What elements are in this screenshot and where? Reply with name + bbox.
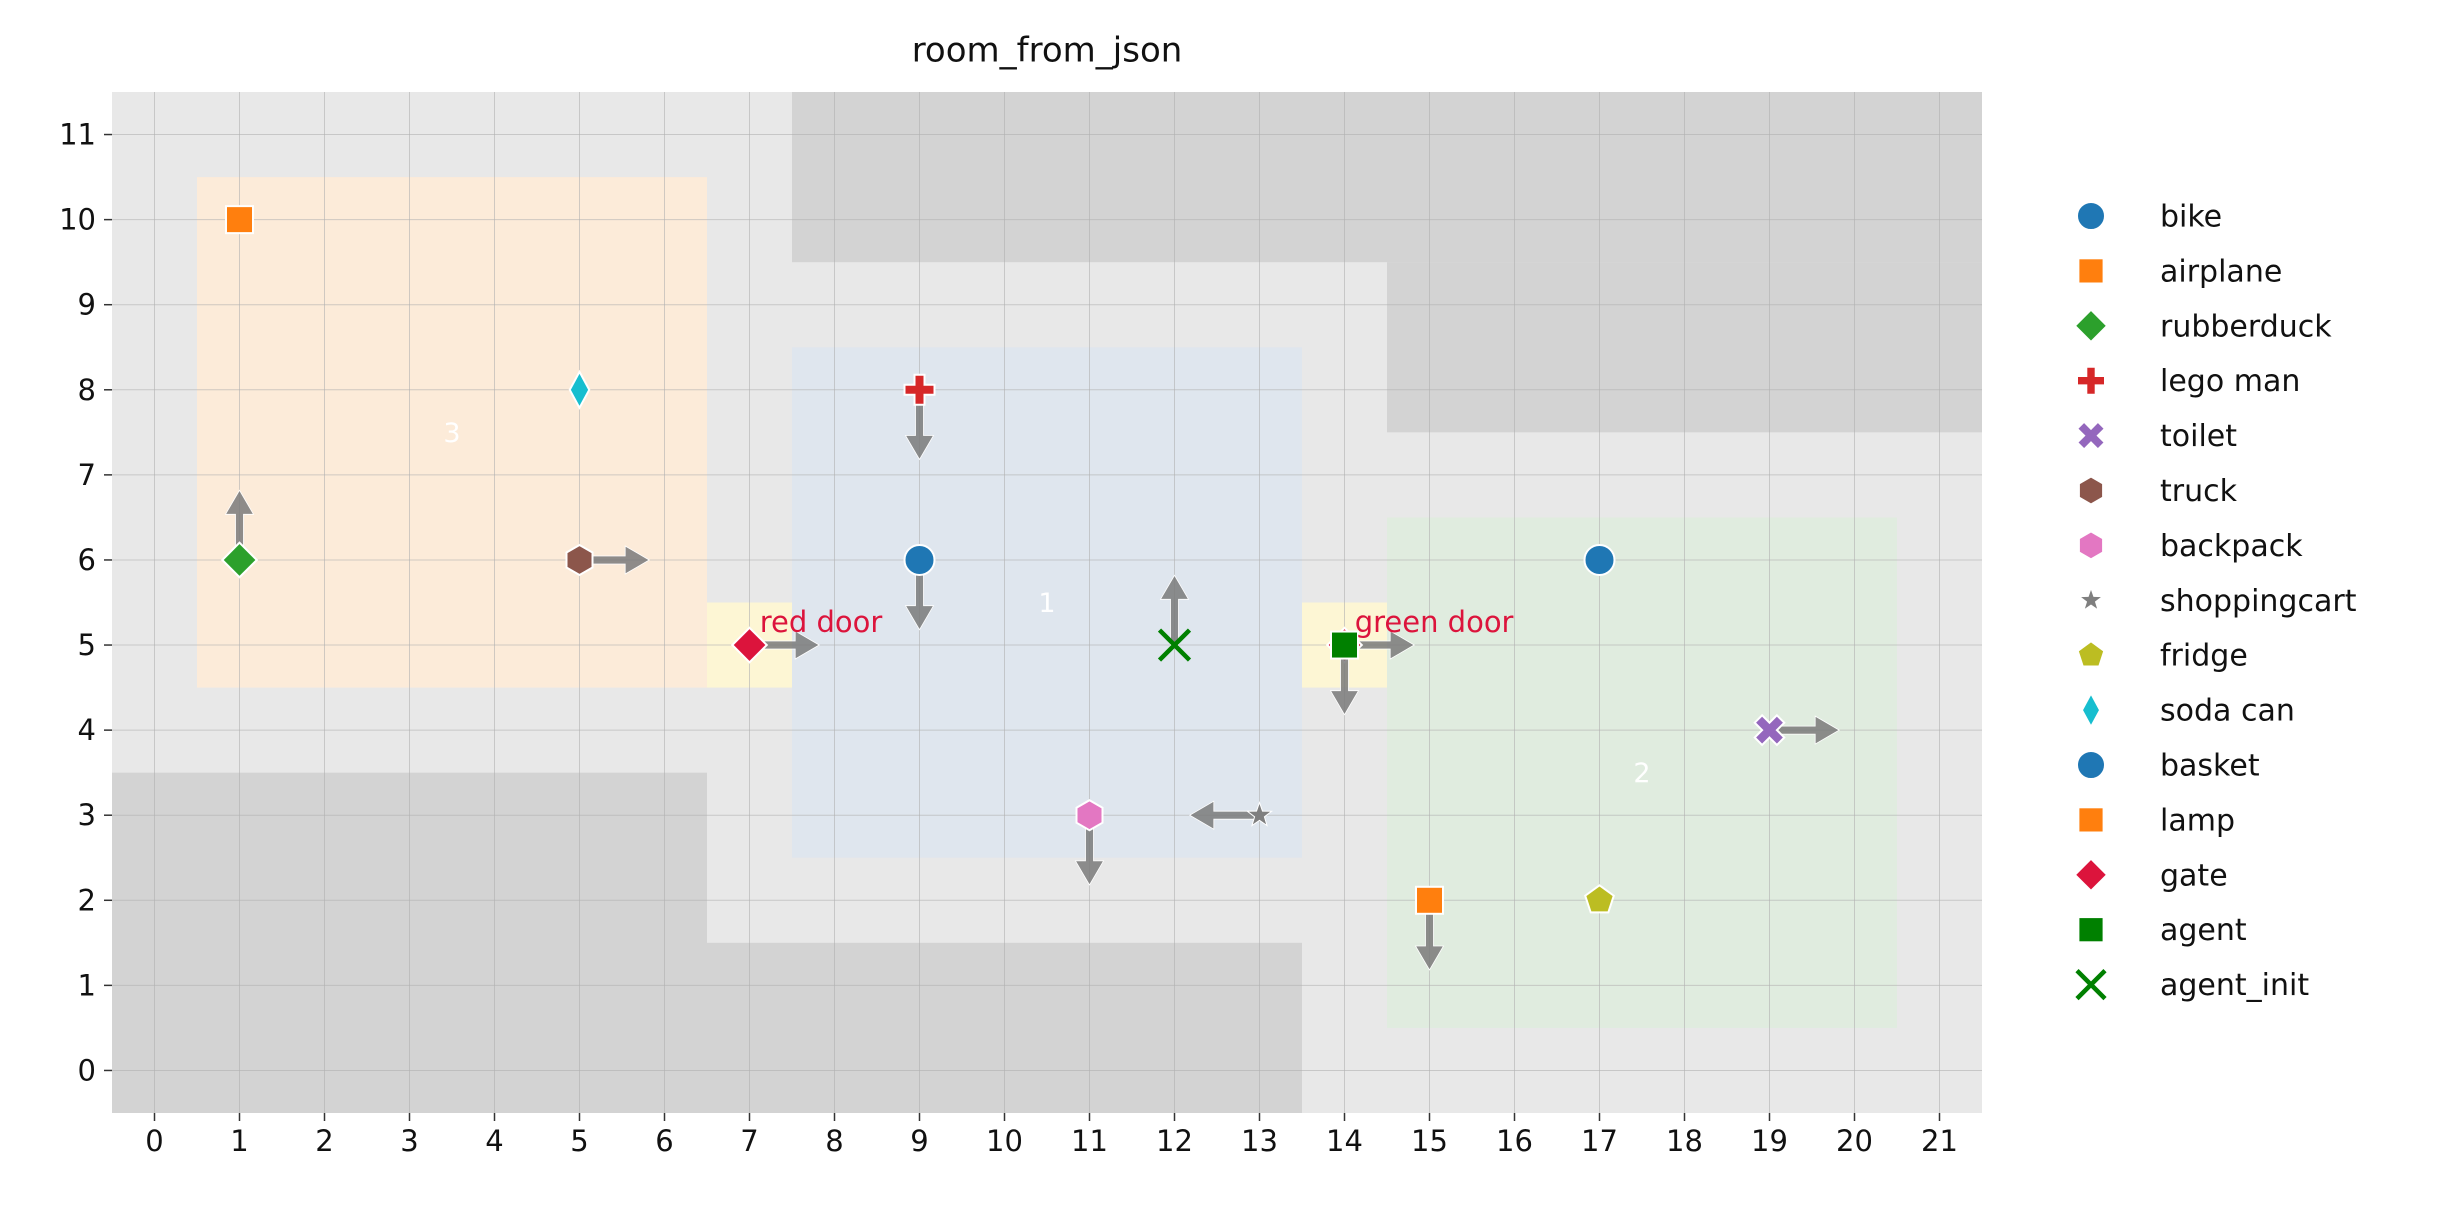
x-tick-label: 2 bbox=[315, 1124, 333, 1158]
legend-marker bbox=[2080, 691, 2102, 729]
legend-marker bbox=[2077, 257, 2105, 285]
legend-label: airplane bbox=[2160, 254, 2282, 289]
x-tick-label: 10 bbox=[986, 1124, 1023, 1158]
point bbox=[1245, 800, 1274, 827]
y-tick-label: 3 bbox=[78, 798, 96, 832]
x-tick-label: 6 bbox=[655, 1124, 673, 1158]
point bbox=[903, 543, 936, 576]
x-tick-label: 18 bbox=[1666, 1124, 1703, 1158]
point bbox=[1584, 884, 1615, 914]
x-tick-label: 15 bbox=[1411, 1124, 1448, 1158]
legend-marker bbox=[2077, 530, 2105, 561]
direction-arrow bbox=[1189, 800, 1260, 830]
x-tick-label: 7 bbox=[740, 1124, 758, 1158]
legend-marker bbox=[2075, 420, 2107, 451]
door-label: green door bbox=[1355, 605, 1514, 639]
y-tick-label: 11 bbox=[59, 118, 96, 152]
x-tick-label: 14 bbox=[1326, 1124, 1363, 1158]
x-tick-label: 16 bbox=[1496, 1124, 1533, 1158]
point bbox=[1157, 628, 1192, 662]
room-label: 3 bbox=[443, 418, 460, 449]
legend-label: truck bbox=[2160, 474, 2238, 509]
x-tick-label: 12 bbox=[1156, 1124, 1193, 1158]
legend-label: lego man bbox=[2160, 364, 2300, 399]
legend-marker bbox=[2077, 475, 2105, 506]
legend-label: soda can bbox=[2160, 694, 2295, 729]
legend-label: backpack bbox=[2160, 529, 2303, 564]
x-tick-label: 19 bbox=[1751, 1124, 1788, 1158]
legend-marker bbox=[2073, 308, 2109, 344]
x-tick-label: 3 bbox=[400, 1124, 418, 1158]
wall bbox=[792, 92, 1982, 263]
legend-label: agent_init bbox=[2160, 968, 2309, 1003]
y-tick-label: 4 bbox=[78, 713, 96, 747]
x-tick-label: 9 bbox=[910, 1124, 928, 1158]
legend-label: gate bbox=[2160, 858, 2228, 893]
point bbox=[1075, 799, 1104, 832]
legend-label: rubberduck bbox=[2160, 309, 2332, 344]
legend-marker bbox=[2078, 586, 2104, 612]
x-tick-label: 13 bbox=[1241, 1124, 1278, 1158]
chart-title: room_from_json bbox=[912, 31, 1183, 71]
x-tick-label: 1 bbox=[230, 1124, 248, 1158]
legend-marker bbox=[2076, 365, 2106, 396]
point bbox=[1330, 630, 1359, 660]
room bbox=[1387, 517, 1897, 1028]
y-tick-label: 7 bbox=[78, 458, 96, 492]
y-tick-label: 10 bbox=[59, 203, 96, 237]
legend-label: toilet bbox=[2160, 419, 2237, 454]
legend-label: lamp bbox=[2160, 803, 2235, 838]
legend-label: basket bbox=[2160, 749, 2260, 784]
point bbox=[730, 626, 769, 664]
y-tick-label: 1 bbox=[78, 968, 96, 1002]
legend-label: fridge bbox=[2160, 639, 2248, 674]
y-tick-label: 5 bbox=[78, 628, 96, 662]
y-tick-label: 2 bbox=[78, 883, 96, 917]
y-tick-label: 8 bbox=[78, 373, 96, 407]
direction-arrow bbox=[1159, 574, 1190, 646]
x-tick-label: 17 bbox=[1581, 1124, 1618, 1158]
legend-marker bbox=[2077, 806, 2105, 834]
point bbox=[1583, 543, 1616, 576]
x-tick-label: 0 bbox=[145, 1124, 163, 1158]
y-tick-label: 0 bbox=[78, 1053, 96, 1087]
y-tick-label: 9 bbox=[78, 288, 96, 322]
legend-marker bbox=[2076, 750, 2106, 780]
point bbox=[565, 543, 594, 577]
room bbox=[197, 177, 707, 688]
room bbox=[792, 347, 1302, 858]
point bbox=[1753, 713, 1786, 747]
room-label: 2 bbox=[1633, 758, 1650, 789]
x-tick-label: 21 bbox=[1921, 1124, 1958, 1158]
legend-marker bbox=[2076, 639, 2106, 668]
door-label: red door bbox=[760, 605, 883, 639]
legend-marker bbox=[2073, 857, 2109, 893]
point bbox=[1415, 885, 1444, 915]
x-tick-label: 5 bbox=[570, 1124, 588, 1158]
x-tick-label: 4 bbox=[485, 1124, 503, 1158]
legend-label: bike bbox=[2160, 200, 2222, 235]
legend-label: agent bbox=[2160, 913, 2247, 948]
point bbox=[220, 541, 259, 579]
x-tick-label: 20 bbox=[1836, 1124, 1873, 1158]
legend-marker bbox=[2076, 201, 2106, 231]
legend-marker bbox=[2077, 916, 2105, 944]
x-tick-label: 8 bbox=[825, 1124, 843, 1158]
y-tick-label: 6 bbox=[78, 543, 96, 577]
point bbox=[903, 373, 936, 406]
x-tick-label: 11 bbox=[1071, 1124, 1108, 1158]
legend-marker bbox=[2075, 969, 2107, 1001]
point bbox=[568, 369, 591, 410]
point bbox=[225, 205, 254, 235]
room-label: 1 bbox=[1038, 588, 1055, 619]
legend-label: shoppingcart bbox=[2160, 584, 2357, 619]
